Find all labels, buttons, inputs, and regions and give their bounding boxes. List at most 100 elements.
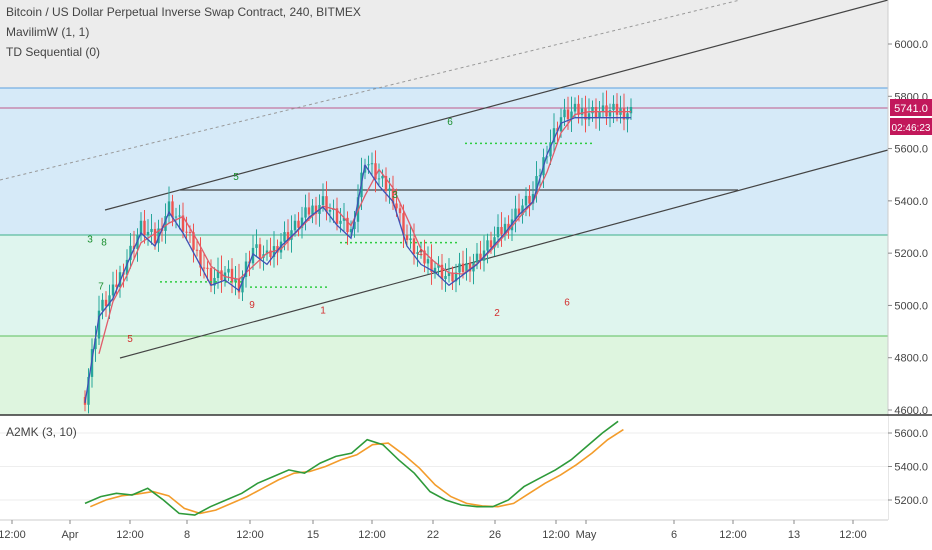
x-tick-label: 12:00	[0, 529, 26, 541]
candle-body	[118, 272, 122, 287]
candle-body	[297, 220, 300, 228]
candle-body	[255, 244, 258, 248]
candle-body	[157, 228, 160, 244]
zone-blue	[0, 88, 888, 235]
candle-body	[454, 272, 458, 282]
candle-body	[479, 253, 482, 261]
candle-body	[143, 220, 146, 235]
candle-body	[241, 276, 244, 293]
candle-body	[594, 107, 598, 118]
candle-body	[486, 240, 489, 251]
time-axis: 12:00 Apr 12:00 8 12:00 15 12:00 22 26 12:00 May 6 1…	[0, 520, 867, 541]
candle-body	[440, 264, 444, 280]
x-tick-label: 26	[489, 529, 501, 541]
candle-body	[209, 268, 213, 286]
osc-tick-label: 5200.0	[894, 495, 928, 507]
candle-body	[97, 310, 101, 339]
candle-body	[528, 195, 531, 204]
oscillator-slow-line	[89, 428, 624, 515]
channel-dashed-line	[0, 0, 741, 181]
price-axis-panel[interactable]	[888, 0, 932, 520]
candle-body	[500, 227, 503, 235]
candle-body	[342, 217, 346, 221]
candle-body	[601, 105, 605, 112]
candle-body	[591, 107, 594, 114]
x-tick-label: 12:00	[116, 529, 144, 541]
candle-body	[612, 103, 615, 111]
oscillator-fast-line	[84, 420, 619, 516]
td-label: 3	[87, 235, 93, 246]
candle-body	[237, 278, 241, 293]
candle-body	[244, 261, 248, 277]
candle-body	[150, 228, 153, 232]
candle-body	[230, 268, 234, 283]
candle-body	[430, 259, 433, 273]
time-axis-panel[interactable]	[0, 520, 932, 550]
candle-body	[545, 156, 549, 158]
candle-body	[325, 196, 328, 212]
candle-body	[391, 188, 395, 204]
last-price-badge	[890, 99, 932, 116]
candle-body	[531, 194, 535, 204]
candle-body	[339, 220, 342, 224]
candle-body	[185, 231, 188, 233]
candle-body	[139, 220, 143, 235]
x-tick-label: 12:00	[542, 529, 570, 541]
indicator-mavilim-label[interactable]: MavilimW (1, 1)	[6, 25, 90, 39]
last-price-text: 5741.0	[894, 103, 928, 115]
candle-body	[167, 201, 171, 217]
candle-body	[101, 299, 104, 311]
candle-body	[405, 235, 409, 241]
candle-body	[566, 109, 570, 120]
candle-body	[370, 163, 374, 165]
candle-body	[423, 250, 426, 264]
candle-body	[538, 175, 542, 177]
td-label: 2	[494, 308, 500, 319]
candle-body	[521, 205, 524, 215]
oscillator-label[interactable]: A2MK (3, 10)	[6, 425, 77, 439]
candle-body	[598, 111, 601, 118]
candle-body	[265, 250, 269, 255]
td-label: 1	[320, 305, 326, 316]
channel-upper-line	[104, 0, 889, 211]
candle-body	[346, 217, 349, 233]
candle-body	[286, 232, 290, 240]
zone-top-gray	[0, 0, 888, 88]
candle-body	[153, 228, 157, 244]
candle-body	[444, 276, 447, 280]
candle-body	[227, 268, 230, 273]
candle-body	[300, 217, 304, 228]
candle-body	[419, 250, 423, 253]
candle-body	[388, 188, 391, 191]
candle-body	[447, 273, 451, 277]
candle-body	[293, 220, 297, 231]
candle-body	[125, 259, 129, 275]
candle-body	[283, 232, 286, 242]
candle-body	[507, 223, 510, 231]
countdown-text: 02:46:23	[892, 123, 931, 134]
y-tick-label: 5400.0	[894, 196, 928, 208]
candle-body	[349, 229, 353, 233]
candle-body	[493, 237, 496, 248]
candle-body	[94, 338, 97, 350]
candle-body	[213, 277, 216, 286]
candle-body	[451, 273, 454, 282]
candle-body	[465, 263, 468, 272]
x-tick-label: 8	[184, 529, 190, 541]
oscillator-pane	[0, 416, 888, 520]
candle-body	[108, 295, 111, 307]
x-tick-label: 13	[788, 529, 800, 541]
candle-body	[367, 164, 370, 166]
candle-body	[87, 376, 90, 405]
x-tick-label: 12:00	[358, 529, 386, 541]
candle-body	[104, 299, 108, 307]
y-tick-label: 5000.0	[894, 300, 928, 312]
candle-body	[377, 178, 381, 180]
candle-body	[164, 216, 167, 231]
indicator-td-sequential-label[interactable]: TD Sequential (0)	[6, 45, 101, 59]
candle-body	[206, 267, 209, 269]
x-tick-label: 22	[427, 529, 439, 541]
td-label: 3	[392, 190, 398, 201]
y-tick-label: 5600.0	[894, 144, 928, 156]
